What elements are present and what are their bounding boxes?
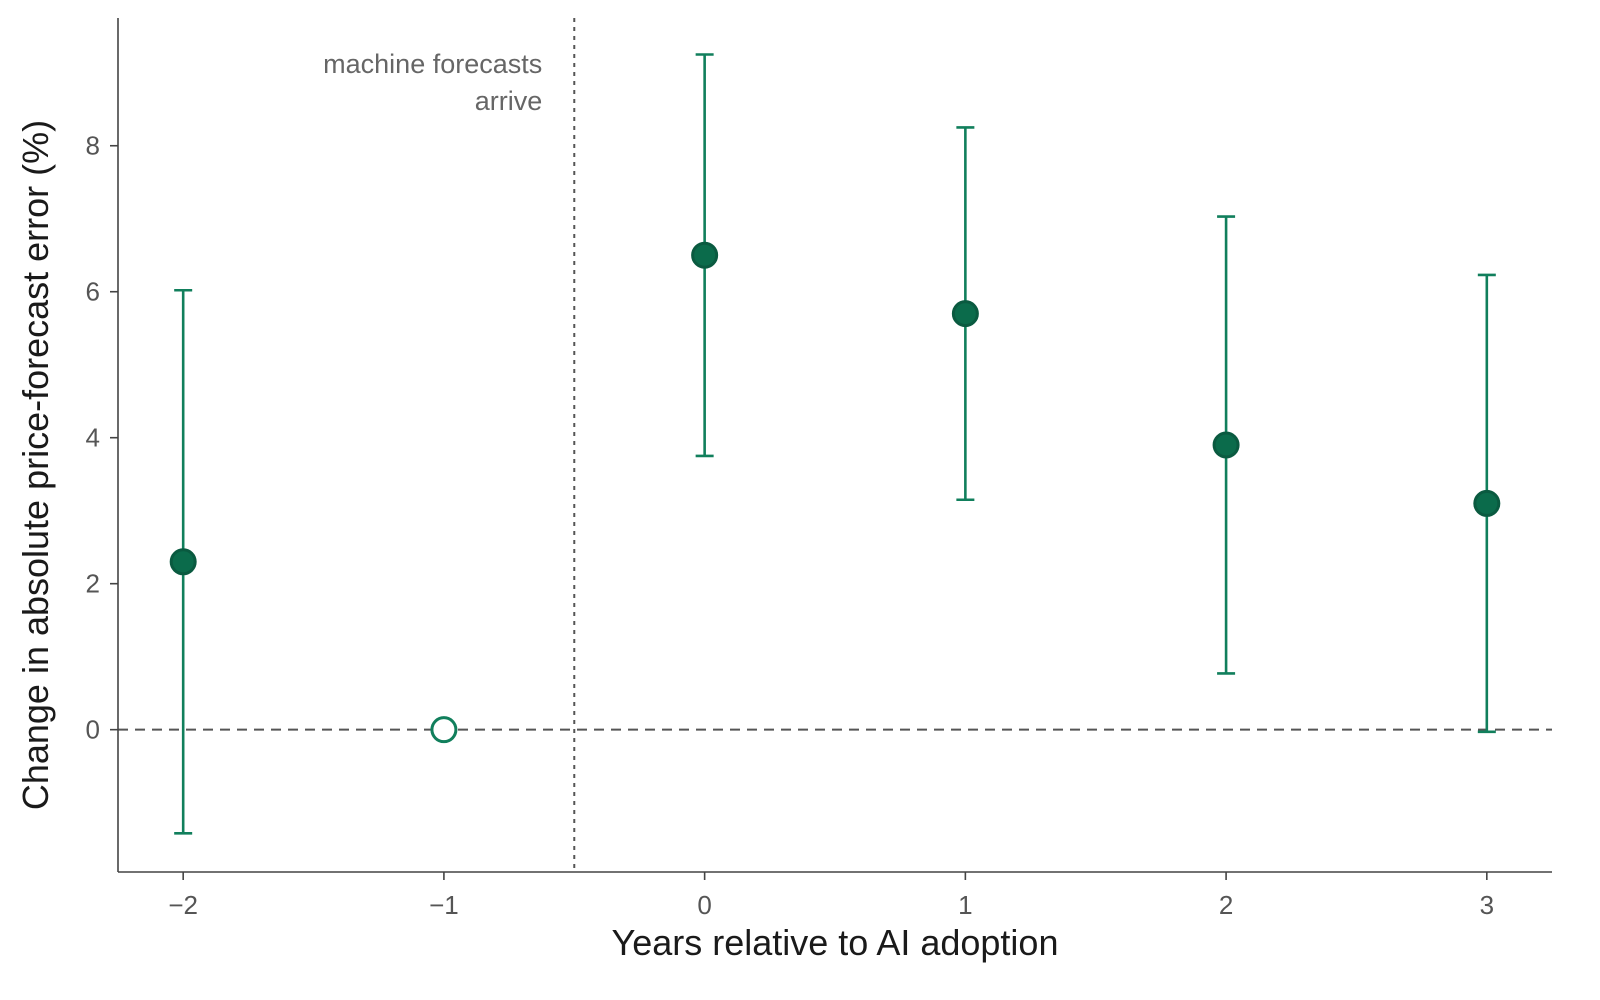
y-tick-label: 4: [86, 423, 100, 453]
error-bars: [174, 53, 1496, 835]
y-axis-label: Change in absolute price-forecast error …: [15, 120, 56, 810]
estimate-point-marker: [691, 241, 719, 269]
estimate-point-marker: [169, 548, 197, 576]
y-tick-label: 0: [86, 715, 100, 745]
axes: [117, 18, 1552, 873]
estimate-point-marker: [1212, 431, 1240, 459]
y-axis-ticks: 0 2 4 6 8: [86, 131, 118, 745]
x-axis-label: Years relative to AI adoption: [612, 922, 1059, 963]
annotation-line-2: arrive: [475, 86, 543, 116]
y-tick-label: 2: [86, 569, 100, 599]
x-tick-label: −1: [429, 890, 459, 920]
reference-lines: [118, 18, 1552, 872]
x-tick-label: 1: [958, 890, 972, 920]
x-tick-label: 3: [1480, 890, 1494, 920]
x-tick-label: 2: [1219, 890, 1233, 920]
estimate-point-marker: [951, 300, 979, 328]
y-tick-label: 8: [86, 131, 100, 161]
x-axis-ticks: −2 −1 0 1 2 3: [168, 872, 1494, 920]
annotation-line-1: machine forecasts: [323, 49, 542, 79]
estimate-point-marker: [1473, 489, 1501, 517]
y-tick-label: 6: [86, 277, 100, 307]
reference-point-marker: [430, 716, 458, 744]
x-tick-label: −2: [168, 890, 198, 920]
point-estimates: [169, 241, 1501, 744]
annotation-group: machine forecasts arrive: [323, 49, 542, 116]
x-tick-label: 0: [697, 890, 711, 920]
